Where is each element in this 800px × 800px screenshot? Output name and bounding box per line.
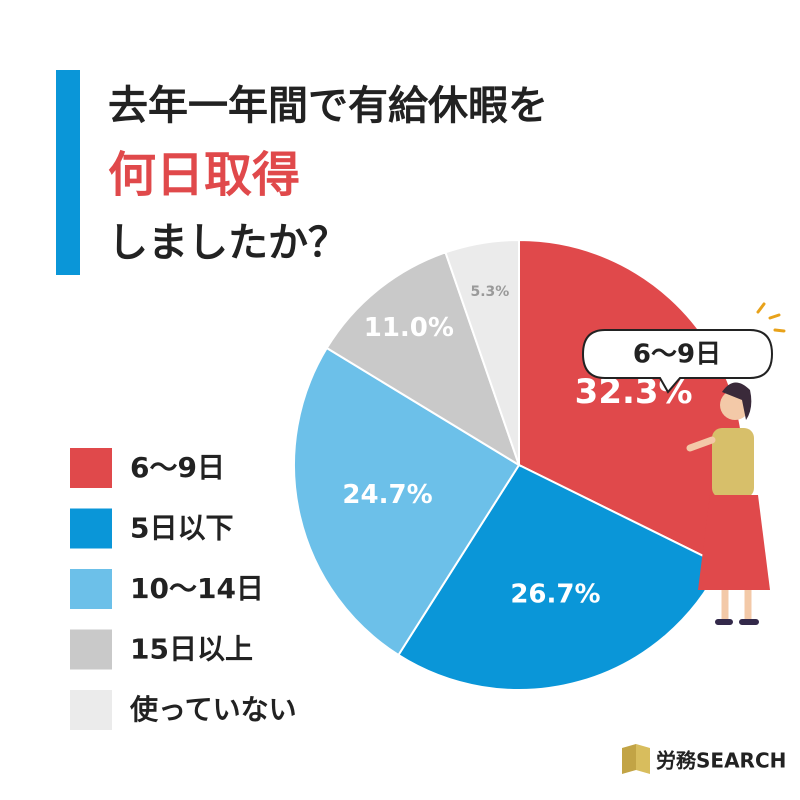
pie-slice	[293, 346, 521, 657]
pie-slice	[444, 238, 520, 466]
title-line: 去年一年間で有給休暇を	[108, 83, 548, 129]
legend-swatch	[70, 690, 112, 730]
callout-label: 6〜9日	[633, 340, 721, 370]
figure	[686, 382, 770, 625]
legend-swatch	[70, 629, 112, 670]
pie-slice	[397, 463, 723, 691]
value-label: 11.0%	[364, 313, 454, 343]
callout: 6〜9日	[581, 302, 786, 394]
title-bar	[56, 70, 80, 275]
brand-name: 労務SEARCH	[656, 749, 786, 773]
sparkle	[756, 302, 786, 333]
legend-swatch	[70, 569, 112, 609]
callout-bubble	[581, 329, 774, 394]
value-label: 26.7%	[510, 579, 600, 609]
legend-label: 6〜9日	[130, 451, 225, 484]
pie-slice	[325, 251, 521, 468]
brand: 労務SEARCH	[622, 744, 786, 774]
legend-label: 10〜14日	[130, 572, 264, 605]
value-label: 5.3%	[470, 284, 509, 300]
legend-swatch	[70, 508, 112, 549]
legend-label: 使っていない	[129, 693, 297, 726]
pie: 32.3%26.7%24.7%11.0%5.3%	[293, 238, 745, 691]
legend-swatch	[70, 448, 112, 488]
legend-label: 5日以下	[130, 512, 233, 545]
title-highlight: 何日取得	[108, 147, 300, 203]
title-line: しましたか？	[108, 220, 348, 266]
value-label: 24.7%	[342, 480, 432, 510]
legend-label: 15日以上	[130, 633, 253, 666]
